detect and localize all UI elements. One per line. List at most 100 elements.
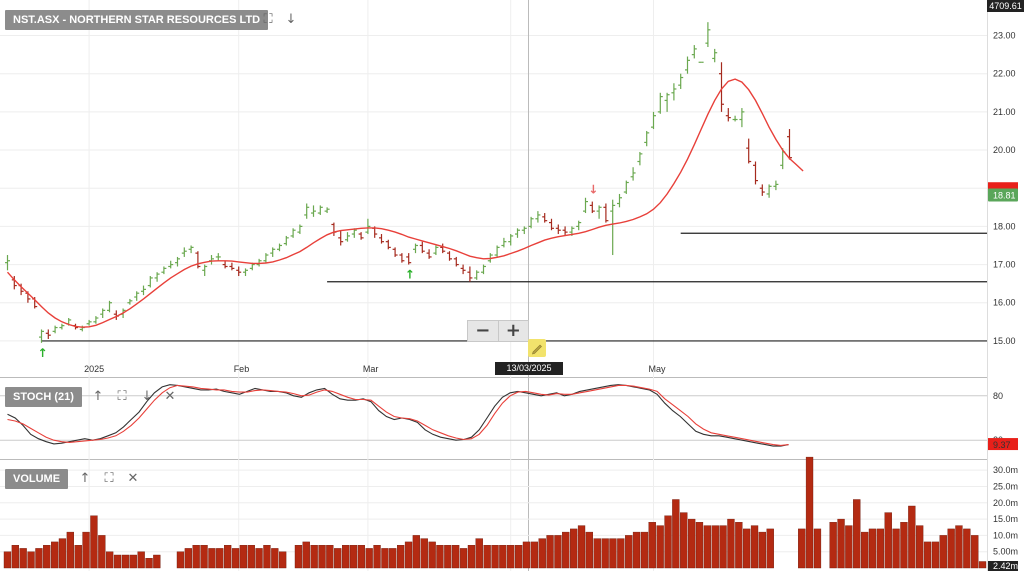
volume-bar [342, 545, 350, 569]
down-arrow-marker: ↓ [588, 183, 598, 197]
price-bar [385, 239, 391, 250]
price-bar [283, 235, 289, 246]
volume-bar [719, 525, 727, 569]
price-bar [5, 255, 10, 271]
price-bar [311, 205, 316, 217]
volume-bar [334, 548, 342, 569]
price-bar [644, 130, 650, 147]
volume-bar [444, 545, 452, 569]
volume-bar [680, 512, 688, 569]
price-bar [59, 323, 65, 330]
volume-bar [522, 541, 531, 569]
price-bar [297, 224, 303, 235]
price-bar [494, 245, 500, 257]
volume-bar [868, 528, 877, 569]
price-bar [277, 243, 282, 252]
price-bar [338, 230, 344, 246]
price-tick-label: 15.00 [993, 336, 1016, 346]
price-bar [705, 22, 711, 47]
close-icon[interactable]: ✕ [164, 389, 176, 404]
price-bar [453, 256, 459, 267]
price-tick-label: 18.00 [993, 221, 1016, 231]
volume-bar [892, 528, 900, 569]
volume-bar [176, 551, 185, 569]
volume-tick-label: 5.00m [993, 547, 1018, 557]
price-bar [290, 228, 296, 238]
arrow-up-icon[interactable]: ↑ [79, 471, 91, 486]
price-bar [168, 260, 174, 269]
stoch-d-line [7, 384, 789, 446]
stoch-tick-label: 80 [993, 391, 1003, 401]
price-bar [175, 256, 180, 267]
price-bar [365, 218, 371, 235]
price-bar [100, 308, 106, 319]
volume-bar [51, 541, 59, 569]
volume-bar [467, 545, 476, 569]
volume-bar [27, 551, 35, 569]
price-bar [678, 73, 684, 89]
expand-icon[interactable]: ⛶ [104, 471, 114, 486]
volume-bar [499, 545, 507, 569]
price-bar [229, 262, 235, 271]
volume-bar [271, 548, 279, 569]
x-tick-label: Mar [363, 364, 379, 374]
arrow-down-icon[interactable]: ↓ [285, 12, 297, 27]
volume-bar [601, 538, 609, 569]
zoom-out-button[interactable]: − [468, 321, 499, 341]
arrow-down-icon[interactable]: ↓ [141, 389, 153, 404]
close-icon[interactable]: ✕ [127, 471, 139, 486]
crosshair-date-label: 13/03/2025 [495, 362, 563, 375]
volume-bar [145, 558, 153, 569]
volume-bar [695, 522, 704, 569]
volume-bar [302, 541, 310, 569]
price-bar [691, 45, 697, 59]
expand-icon[interactable]: ⛶ [117, 389, 127, 404]
volume-bar [19, 548, 27, 569]
price-bar [501, 237, 507, 248]
volume-bar [105, 551, 114, 569]
volume-bar [766, 528, 774, 569]
price-bar [379, 234, 384, 244]
volume-bar [192, 545, 200, 569]
volume-bar [798, 528, 806, 569]
volume-bar [121, 554, 130, 569]
price-bar [209, 255, 214, 265]
price-bar [426, 249, 432, 259]
price-bar [664, 92, 670, 112]
volume-bar [735, 522, 743, 569]
volume-bar [153, 554, 161, 569]
volume-tick-label: 15.0m [993, 514, 1018, 524]
price-bar [413, 243, 418, 254]
draw-button[interactable] [528, 339, 546, 357]
price-bar [270, 247, 276, 257]
volume-bar [805, 456, 814, 569]
price-bar [181, 247, 187, 257]
volume-bar [208, 548, 216, 569]
zoom-in-button[interactable]: + [505, 320, 521, 341]
price-bar [739, 108, 745, 128]
volume-bar [436, 545, 444, 569]
price-bar [508, 234, 514, 246]
volume-bar [397, 545, 405, 569]
price-bar [521, 226, 527, 235]
price-bar [317, 205, 323, 215]
price-tick-label: 23.00 [993, 31, 1016, 41]
volume-bar [452, 545, 460, 569]
expand-icon[interactable]: ⛶ [263, 12, 273, 27]
price-bar [304, 203, 310, 219]
volume-bar [483, 545, 491, 569]
volume-tick-label: 25.0m [993, 481, 1018, 491]
price-bar [623, 180, 629, 194]
price-bar [243, 268, 248, 277]
price-bar [576, 220, 582, 231]
stoch-value-label: 9.37 [993, 440, 1011, 450]
arrow-up-icon[interactable]: ↑ [92, 389, 104, 404]
volume-bar [562, 531, 570, 569]
top-value-label: 4709.61 [987, 0, 1024, 12]
price-bar [202, 264, 208, 277]
price-bar [331, 222, 337, 236]
volume-bar [908, 505, 916, 569]
volume-bar [829, 522, 837, 569]
price-bar [515, 228, 520, 238]
